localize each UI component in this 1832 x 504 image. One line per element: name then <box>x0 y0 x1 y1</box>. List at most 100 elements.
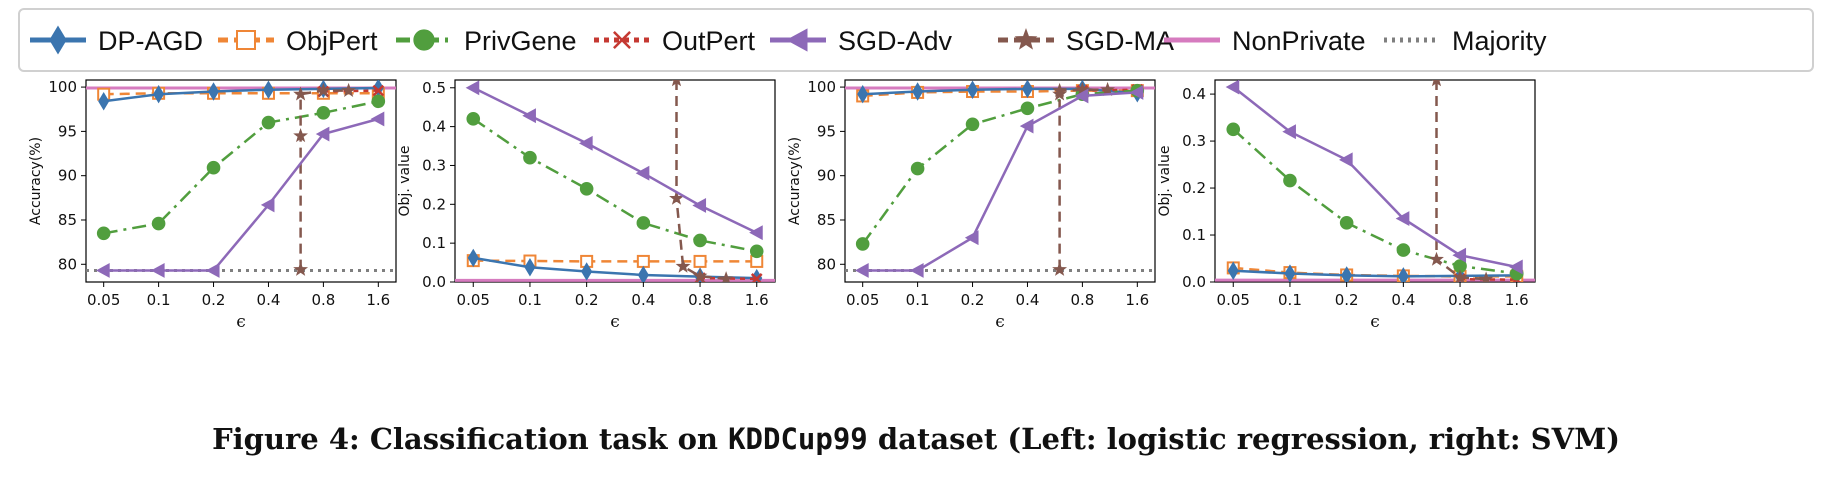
data-point-dp-agd <box>1397 267 1409 282</box>
data-point-sgd-adv <box>150 263 165 278</box>
chart-panel-1: 80 85 90 95 100 0.05 0.1 0.2 0.4 0.8 1.6 ϵ Accuracy(… <box>28 78 397 332</box>
data-point-sgd-ma <box>341 82 356 97</box>
series-line-dp-agd <box>1233 269 1517 278</box>
data-point-sgd-adv <box>1452 247 1467 263</box>
data-point-sgd-adv <box>465 80 480 96</box>
data-point-objpert <box>693 254 707 268</box>
x-tick-label: 0.4 <box>631 291 655 309</box>
chart-panel-4: 0.0 0.1 0.2 0.3 0.4 0.05 0.1 0.2 0.4 0.8 1.6 ϵ Obj. … <box>1157 79 1536 332</box>
x-tick-label: 0.8 <box>688 291 712 309</box>
plot-frame <box>844 79 1156 283</box>
legend-item-objpert: ObjPert <box>218 26 378 56</box>
legend-marker-circle <box>413 29 435 51</box>
x-axis-label: ϵ <box>236 312 246 332</box>
data-point-dp-agd <box>857 84 869 104</box>
data-point-sgd-adv <box>522 108 536 124</box>
data-point-objpert <box>636 254 650 268</box>
data-point-privgene <box>1396 243 1411 257</box>
data-point-dp-agd <box>1021 80 1033 99</box>
plot-frame <box>454 79 776 283</box>
x-tick-label: 0.05 <box>1217 291 1250 309</box>
y-tick-label: 0.1 <box>422 234 446 252</box>
y-tick-label: 0.3 <box>422 156 446 174</box>
data-point-sgd-adv <box>749 225 763 241</box>
y-tick-label: 85 <box>817 211 836 229</box>
data-point-sgd-adv <box>1395 211 1410 227</box>
legend-label: PrivGene <box>464 26 577 56</box>
data-point-dp-agd <box>581 262 593 281</box>
legend-item-majority: Majority <box>1384 26 1547 56</box>
y-tick-label: 95 <box>817 122 836 140</box>
data-point-privgene <box>206 160 221 175</box>
data-point-privgene <box>523 150 537 165</box>
x-axis-label: ϵ <box>995 312 1005 332</box>
legend-item-nonprivate: NonPrivate <box>1164 26 1366 56</box>
x-tick-label: 0.4 <box>1391 291 1415 309</box>
data-point-sgd-adv <box>1225 80 1240 95</box>
y-axis-label: Obj. value <box>1157 146 1173 217</box>
data-point-sgd-ma <box>718 271 734 282</box>
chart-panel-3: 80 85 90 95 100 0.05 0.1 0.2 0.4 0.8 1.6 ϵ Accuracy(… <box>787 78 1156 332</box>
data-point-outpert <box>372 84 385 97</box>
legend-marker-triangle-left <box>786 28 808 52</box>
x-tick-label: 0.2 <box>961 291 985 309</box>
data-point-dp-agd <box>912 82 924 101</box>
x-tick-label: 1.6 <box>366 291 390 309</box>
legend-label: OutPert <box>662 26 756 56</box>
legend-item-privgene: PrivGene <box>396 26 577 56</box>
x-tick-label: 0.1 <box>1278 291 1302 309</box>
x-tick-label: 0.8 <box>311 291 335 309</box>
series-line-sgd-adv <box>1232 86 1517 269</box>
data-point-sgd-ma <box>671 80 682 87</box>
data-point-privgene <box>371 94 386 109</box>
y-tick-label: 0.2 <box>1182 179 1206 197</box>
data-point-sgd-adv <box>1019 118 1034 134</box>
series-line-sgd-adv <box>472 86 758 234</box>
caption-suffix: dataset (Left: logistic regression, righ… <box>867 422 1620 456</box>
data-point-dp-agd <box>1284 264 1296 282</box>
data-point-sgd-adv <box>315 126 330 142</box>
y-tick-label: 0.0 <box>422 273 446 291</box>
x-tick-label: 0.8 <box>1448 291 1472 309</box>
data-point-sgd-adv <box>635 165 650 181</box>
data-point-privgene <box>96 226 111 241</box>
y-tick-label: 85 <box>58 211 77 229</box>
series-group <box>86 80 396 278</box>
y-axis-label: Accuracy(%) <box>787 137 803 225</box>
legend-label: SGD-MA <box>1066 26 1174 56</box>
data-point-dp-agd <box>262 80 274 99</box>
data-point-sgd-ma <box>1431 80 1442 87</box>
data-point-privgene <box>910 161 925 176</box>
x-tick-label: 0.1 <box>906 291 930 309</box>
legend-label: NonPrivate <box>1232 26 1366 56</box>
data-point-privgene <box>749 244 764 259</box>
y-tick-label: 80 <box>58 255 77 273</box>
plot-frame <box>85 79 397 283</box>
data-point-sgd-ma <box>293 128 308 143</box>
series-line-privgene <box>472 117 757 253</box>
data-point-sgd-adv <box>909 263 924 278</box>
y-tick-label: 0.5 <box>422 79 446 97</box>
x-tick-label: 0.8 <box>1070 291 1094 309</box>
data-point-dp-agd <box>967 80 979 99</box>
x-tick-label: 1.6 <box>1125 291 1149 309</box>
data-point-privgene <box>1020 101 1035 116</box>
x-tick-label: 0.2 <box>575 291 599 309</box>
series-line-privgene <box>1232 128 1517 275</box>
y-tick-label: 80 <box>817 255 836 273</box>
data-point-sgd-ma <box>1452 269 1468 282</box>
data-point-privgene <box>636 216 651 230</box>
data-point-sgd-ma <box>1100 81 1115 97</box>
series-line-objpert <box>103 92 379 96</box>
series-line-sgd-adv <box>862 91 1138 272</box>
legend-label: Majority <box>1452 26 1547 56</box>
data-point-dp-agd <box>1227 261 1239 280</box>
data-point-dp-agd <box>467 248 479 268</box>
x-tick-label: 0.05 <box>457 291 490 309</box>
series-line-sgd-ma <box>1435 80 1487 281</box>
legend: DP-AGD ObjPert PrivGene OutPert SGD-Adv SGD-M… <box>18 8 1814 72</box>
legend-item-outpert: OutPert <box>594 26 756 56</box>
y-tick-label: 90 <box>58 167 77 185</box>
legend-label: DP-AGD <box>98 26 203 56</box>
legend-marker-x <box>613 31 631 49</box>
